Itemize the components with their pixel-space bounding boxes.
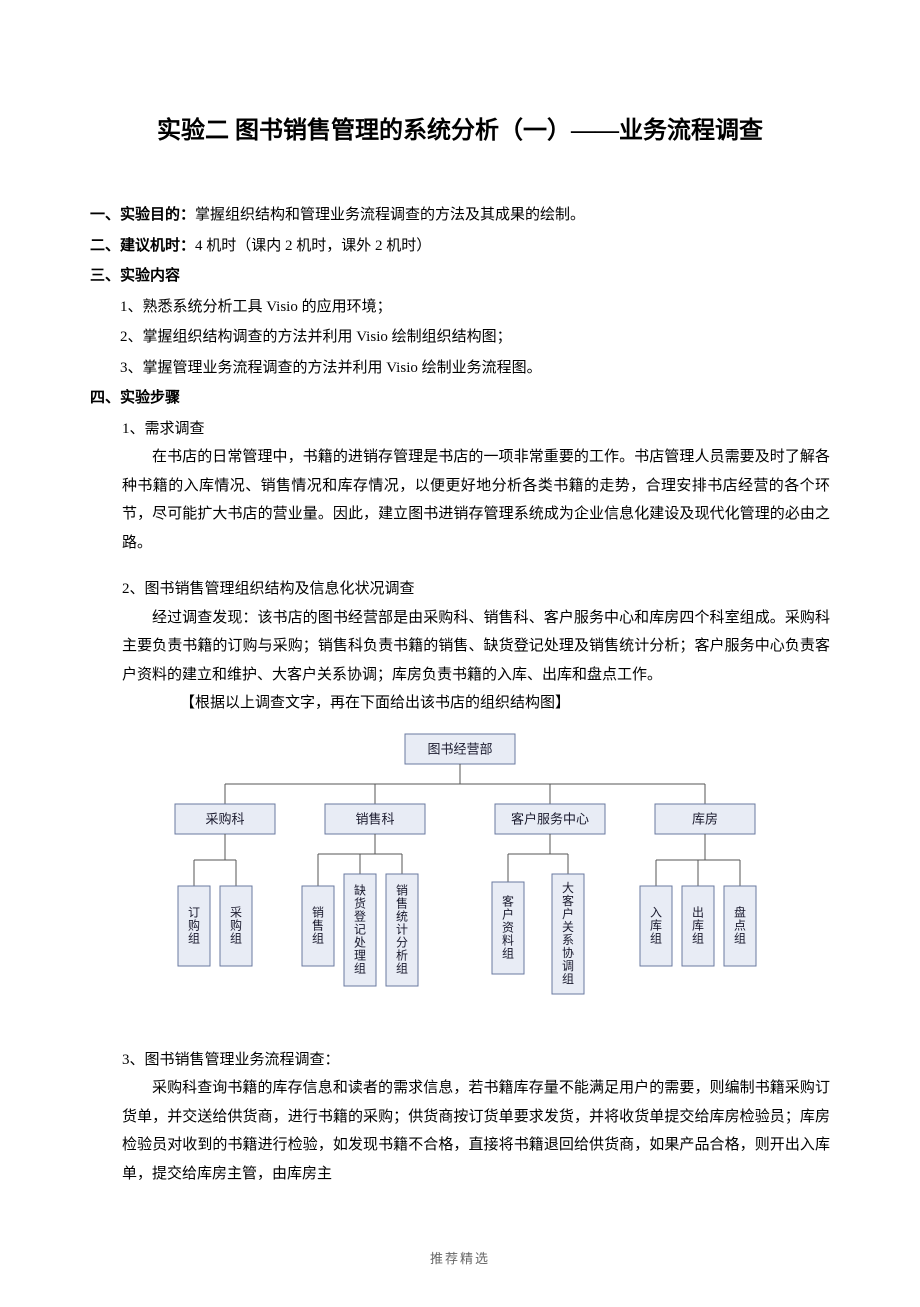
svg-text:盘点组: 盘点组 bbox=[734, 904, 746, 945]
svg-text:销售统计分析组: 销售统计分析组 bbox=[396, 883, 408, 975]
svg-text:采购科: 采购科 bbox=[205, 811, 244, 826]
orgchart: 图书经营部采购科 销售科 客户服务中心 库房订购组 采购组 销售组 缺货登记处理组 销售统计分… bbox=[120, 724, 800, 1004]
step-2-note: 【根据以上调查文字，再在下面给出该书店的组织结构图】 bbox=[90, 689, 830, 718]
sec3-item-3: 3、掌握管理业务流程调查的方法并利用 Visio 绘制业务流程图。 bbox=[90, 354, 830, 383]
svg-text:销售组: 销售组 bbox=[312, 905, 324, 945]
svg-text:图书经营部: 图书经营部 bbox=[427, 741, 492, 756]
orgchart-container: 图书经营部采购科 销售科 客户服务中心 库房订购组 采购组 销售组 缺货登记处理组 销售统计分… bbox=[90, 724, 830, 1004]
svg-text:订购组: 订购组 bbox=[188, 905, 200, 945]
section-2: 二、建议机时：4 机时（课内 2 机时，课外 2 机时） bbox=[90, 232, 830, 261]
svg-text:销售科: 销售科 bbox=[355, 811, 394, 826]
svg-text:大客户关系协调组: 大客户关系协调组 bbox=[562, 881, 574, 986]
svg-text:采购组: 采购组 bbox=[230, 905, 242, 945]
spacer bbox=[90, 1028, 830, 1046]
section-2-head: 建议机时： bbox=[120, 238, 195, 254]
step-2-para: 经过调查发现：该书店的图书经营部是由采购科、销售科、客户服务中心和库房四个科室组… bbox=[122, 604, 830, 690]
step-2-label: 2、图书销售管理组织结构及信息化状况调查 bbox=[122, 575, 830, 604]
svg-text:客户资料组: 客户资料组 bbox=[502, 893, 514, 960]
step-1-label: 1、需求调查 bbox=[122, 415, 830, 444]
section-1-num: 一、 bbox=[90, 207, 120, 223]
section-3: 三、实验内容 bbox=[90, 262, 830, 291]
section-4-head: 实验步骤 bbox=[120, 390, 180, 406]
svg-text:缺货登记处理组: 缺货登记处理组 bbox=[354, 882, 366, 975]
step-2-block: 2、图书销售管理组织结构及信息化状况调查 经过调查发现：该书店的图书经营部是由采… bbox=[122, 575, 830, 689]
svg-text:客户服务中心: 客户服务中心 bbox=[511, 811, 589, 826]
spacer bbox=[90, 1010, 830, 1028]
section-3-head: 实验内容 bbox=[120, 268, 180, 284]
section-2-text: 4 机时（课内 2 机时，课外 2 机时） bbox=[195, 238, 431, 254]
svg-text:入库组: 入库组 bbox=[650, 905, 662, 945]
step-3-block: 3、图书销售管理业务流程调查： 采购科查询书籍的库存信息和读者的需求信息，若书籍… bbox=[122, 1046, 830, 1189]
sec3-item-2: 2、掌握组织结构调查的方法并利用 Visio 绘制组织结构图； bbox=[90, 323, 830, 352]
step-1-para: 在书店的日常管理中，书籍的进销存管理是书店的一项非常重要的工作。书店管理人员需要… bbox=[122, 443, 830, 557]
section-1: 一、实验目的：掌握组织结构和管理业务流程调查的方法及其成果的绘制。 bbox=[90, 201, 830, 230]
step-1-block: 1、需求调查 在书店的日常管理中，书籍的进销存管理是书店的一项非常重要的工作。书… bbox=[122, 415, 830, 558]
page-title: 实验二 图书销售管理的系统分析（一）——业务流程调查 bbox=[90, 110, 830, 145]
footer-text: 推荐精选 bbox=[90, 1248, 830, 1267]
document-page: 实验二 图书销售管理的系统分析（一）——业务流程调查 一、实验目的：掌握组织结构… bbox=[0, 0, 920, 1307]
spacer bbox=[90, 557, 830, 575]
section-4-num: 四、 bbox=[90, 390, 120, 406]
step-3-label: 3、图书销售管理业务流程调查： bbox=[122, 1046, 830, 1075]
section-2-num: 二、 bbox=[90, 238, 120, 254]
svg-text:库房: 库房 bbox=[692, 811, 718, 826]
section-4: 四、实验步骤 bbox=[90, 384, 830, 413]
step-3-para: 采购科查询书籍的库存信息和读者的需求信息，若书籍库存量不能满足用户的需要，则编制… bbox=[122, 1074, 830, 1188]
svg-text:出库组: 出库组 bbox=[692, 905, 704, 945]
section-1-text: 掌握组织结构和管理业务流程调查的方法及其成果的绘制。 bbox=[195, 207, 585, 223]
section-3-num: 三、 bbox=[90, 268, 120, 284]
sec3-item-1: 1、熟悉系统分析工具 Visio 的应用环境； bbox=[90, 293, 830, 322]
section-1-head: 实验目的： bbox=[120, 207, 195, 223]
